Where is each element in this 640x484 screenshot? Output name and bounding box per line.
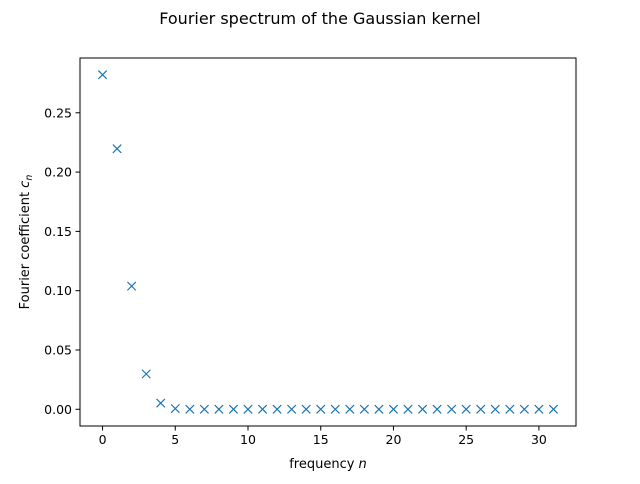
data-point [316,404,326,414]
data-point [505,404,515,414]
data-point [476,404,486,414]
y-tick-label: 0.05 [44,342,72,357]
data-point [141,369,151,379]
data-point [112,144,122,154]
x-tick-label: 25 [458,432,474,447]
data-point [388,404,399,414]
y-tick-label: 0.10 [44,283,72,298]
data-point [461,404,471,414]
data-point [272,404,282,414]
y-tick-label: 0.00 [44,402,72,417]
data-point [359,404,369,414]
x-tick-label: 5 [171,432,179,447]
data-point [228,404,239,414]
x-tick-label: 10 [240,432,256,447]
data-point [403,404,413,414]
data-point [301,404,311,414]
data-point [534,404,544,414]
x-axis-label: frequency n [289,457,367,472]
y-tick-label: 0.15 [44,224,72,239]
data-point [432,404,442,414]
x-tick-label: 15 [313,432,329,447]
data-point [519,404,529,414]
y-axis-label: Fourier coefficient cn [18,175,35,310]
data-point [345,404,355,414]
data-point [330,404,340,414]
data-point [287,404,297,414]
plot-area: 0 5 10 15 20 25 30 0.00 0.05 0.10 0.15 0.20 0.25 freq… [18,57,577,472]
x-tick-label: 20 [386,432,402,447]
data-point [257,404,268,414]
data-point [97,70,108,80]
x-tick-label: 30 [531,432,547,447]
data-point [127,281,137,291]
axes-frame [79,57,577,427]
data-point [490,404,500,414]
data-point [447,404,457,414]
data-point [185,404,195,414]
data-point [417,404,428,414]
data-point [243,404,253,414]
y-tick-label: 0.20 [44,165,72,180]
data-point [156,398,166,408]
data-point [199,404,209,414]
data-point [214,404,224,414]
y-tick-label: 0.25 [44,105,72,120]
data-point [548,404,559,414]
chart-title: Fourier spectrum of the Gaussian kernel [159,9,481,28]
data-point [374,404,384,414]
x-tick-label: 0 [99,432,107,447]
data-point [170,403,180,414]
